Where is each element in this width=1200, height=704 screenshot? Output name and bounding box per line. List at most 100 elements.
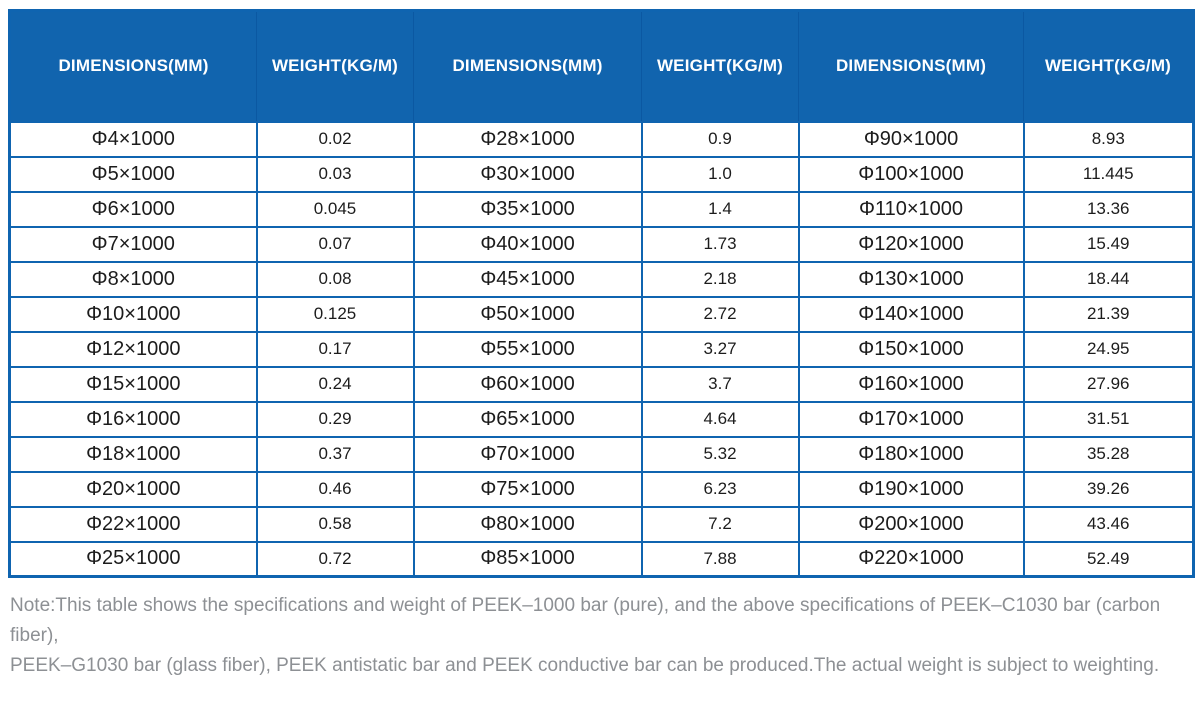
weight-cell: 24.95 bbox=[1022, 330, 1195, 368]
dimension-cell: Φ55×1000 bbox=[412, 330, 643, 368]
dimension-cell: Φ190×1000 bbox=[797, 470, 1025, 508]
weight-cell: 0.9 bbox=[640, 120, 800, 158]
weight-cell: 52.49 bbox=[1022, 540, 1195, 578]
table-row: Φ18×1000 0.37 Φ70×1000 5.32 Φ180×1000 35.28 bbox=[8, 435, 1195, 473]
dimension-cell: Φ90×1000 bbox=[797, 120, 1025, 158]
dimension-cell: Φ40×1000 bbox=[412, 225, 643, 263]
dimension-cell: Φ200×1000 bbox=[797, 505, 1025, 543]
weight-cell: 0.02 bbox=[255, 120, 415, 158]
weight-cell: 0.03 bbox=[255, 155, 415, 193]
dimension-cell: Φ100×1000 bbox=[797, 155, 1025, 193]
dimension-cell: Φ16×1000 bbox=[8, 400, 258, 438]
dimension-cell: Φ4×1000 bbox=[8, 120, 258, 158]
dimension-cell: Φ10×1000 bbox=[8, 295, 258, 333]
col-header-dimensions: DIMENSIONS(MM) bbox=[798, 10, 1024, 123]
col-header-weight: WEIGHT(KG/M) bbox=[256, 10, 414, 123]
col-header-dimensions: DIMENSIONS(MM) bbox=[9, 10, 257, 123]
weight-cell: 31.51 bbox=[1022, 400, 1195, 438]
dimension-cell: Φ220×1000 bbox=[797, 540, 1025, 578]
weight-cell: 0.37 bbox=[255, 435, 415, 473]
dimension-cell: Φ80×1000 bbox=[412, 505, 643, 543]
dimension-cell: Φ160×1000 bbox=[797, 365, 1025, 403]
weight-cell: 4.64 bbox=[640, 400, 800, 438]
table-row: Φ20×1000 0.46 Φ75×1000 6.23 Φ190×1000 39.26 bbox=[8, 470, 1195, 508]
dimension-cell: Φ130×1000 bbox=[797, 260, 1025, 298]
weight-cell: 18.44 bbox=[1022, 260, 1195, 298]
dimension-cell: Φ20×1000 bbox=[8, 470, 258, 508]
dimension-cell: Φ120×1000 bbox=[797, 225, 1025, 263]
dimension-cell: Φ35×1000 bbox=[412, 190, 643, 228]
weight-cell: 2.18 bbox=[640, 260, 800, 298]
weight-cell: 0.07 bbox=[255, 225, 415, 263]
table-row: Φ4×1000 0.02 Φ28×1000 0.9 Φ90×1000 8.93 bbox=[8, 120, 1195, 158]
dimension-cell: Φ15×1000 bbox=[8, 365, 258, 403]
weight-cell: 39.26 bbox=[1022, 470, 1195, 508]
dimension-cell: Φ110×1000 bbox=[797, 190, 1025, 228]
table-row: Φ6×1000 0.045 Φ35×1000 1.4 Φ110×1000 13.36 bbox=[8, 190, 1195, 228]
dimension-cell: Φ65×1000 bbox=[412, 400, 643, 438]
table-row: Φ22×1000 0.58 Φ80×1000 7.2 Φ200×1000 43.46 bbox=[8, 505, 1195, 543]
weight-cell: 0.125 bbox=[255, 295, 415, 333]
col-header-dimensions: DIMENSIONS(MM) bbox=[413, 10, 642, 123]
weight-cell: 0.72 bbox=[255, 540, 415, 578]
note: Note:This table shows the specifications… bbox=[10, 591, 1190, 681]
dimension-cell: Φ70×1000 bbox=[412, 435, 643, 473]
dimension-cell: Φ5×1000 bbox=[8, 155, 258, 193]
dimension-cell: Φ75×1000 bbox=[412, 470, 643, 508]
dimension-cell: Φ7×1000 bbox=[8, 225, 258, 263]
dimension-cell: Φ28×1000 bbox=[412, 120, 643, 158]
col-header-weight: WEIGHT(KG/M) bbox=[641, 10, 799, 123]
weight-cell: 0.58 bbox=[255, 505, 415, 543]
weight-cell: 1.4 bbox=[640, 190, 800, 228]
weight-cell: 1.0 bbox=[640, 155, 800, 193]
weight-cell: 21.39 bbox=[1022, 295, 1195, 333]
weight-cell: 35.28 bbox=[1022, 435, 1195, 473]
weight-cell: 0.24 bbox=[255, 365, 415, 403]
col-header-weight: WEIGHT(KG/M) bbox=[1023, 10, 1194, 123]
table-row: Φ7×1000 0.07 Φ40×1000 1.73 Φ120×1000 15.49 bbox=[8, 225, 1195, 263]
dimension-cell: Φ60×1000 bbox=[412, 365, 643, 403]
weight-cell: 3.27 bbox=[640, 330, 800, 368]
table-row: Φ25×1000 0.72 Φ85×1000 7.88 Φ220×1000 52.49 bbox=[8, 540, 1195, 578]
table-row: Φ8×1000 0.08 Φ45×1000 2.18 Φ130×1000 18.44 bbox=[8, 260, 1195, 298]
dimension-cell: Φ170×1000 bbox=[797, 400, 1025, 438]
weight-cell: 11.445 bbox=[1022, 155, 1195, 193]
weight-cell: 7.2 bbox=[640, 505, 800, 543]
dimension-cell: Φ8×1000 bbox=[8, 260, 258, 298]
header-row: DIMENSIONS(MM) WEIGHT(KG/M) DIMENSIONS(MM)… bbox=[9, 10, 1194, 123]
weight-cell: 5.32 bbox=[640, 435, 800, 473]
weight-cell: 0.29 bbox=[255, 400, 415, 438]
table-row: Φ16×1000 0.29 Φ65×1000 4.64 Φ170×1000 31.51 bbox=[8, 400, 1195, 438]
weight-cell: 27.96 bbox=[1022, 365, 1195, 403]
weight-cell: 3.7 bbox=[640, 365, 800, 403]
table-body: Φ4×1000 0.02 Φ28×1000 0.9 Φ90×1000 8.93 Φ5×100… bbox=[8, 120, 1195, 578]
dimension-cell: Φ45×1000 bbox=[412, 260, 643, 298]
dimension-cell: Φ12×1000 bbox=[8, 330, 258, 368]
weight-cell: 8.93 bbox=[1022, 120, 1195, 158]
dimension-cell: Φ150×1000 bbox=[797, 330, 1025, 368]
note-line-1: Note:This table shows the specifications… bbox=[10, 595, 1161, 646]
spec-table: DIMENSIONS(MM) WEIGHT(KG/M) DIMENSIONS(MM)… bbox=[8, 9, 1195, 578]
table-row: Φ10×1000 0.125 Φ50×1000 2.72 Φ140×1000 21.39 bbox=[8, 295, 1195, 333]
weight-cell: 13.36 bbox=[1022, 190, 1195, 228]
dimension-cell: Φ25×1000 bbox=[8, 540, 258, 578]
weight-cell: 43.46 bbox=[1022, 505, 1195, 543]
weight-cell: 6.23 bbox=[640, 470, 800, 508]
dimension-cell: Φ30×1000 bbox=[412, 155, 643, 193]
weight-cell: 0.08 bbox=[255, 260, 415, 298]
weight-cell: 0.17 bbox=[255, 330, 415, 368]
table-row: Φ15×1000 0.24 Φ60×1000 3.7 Φ160×1000 27.96 bbox=[8, 365, 1195, 403]
dimension-cell: Φ180×1000 bbox=[797, 435, 1025, 473]
weight-cell: 0.045 bbox=[255, 190, 415, 228]
weight-cell: 2.72 bbox=[640, 295, 800, 333]
weight-cell: 0.46 bbox=[255, 470, 415, 508]
table-row: Φ5×1000 0.03 Φ30×1000 1.0 Φ100×1000 11.445 bbox=[8, 155, 1195, 193]
weight-cell: 7.88 bbox=[640, 540, 800, 578]
dimension-cell: Φ22×1000 bbox=[8, 505, 258, 543]
note-line-2: PEEK–G1030 bar (glass fiber), PEEK antis… bbox=[10, 655, 1160, 676]
dimension-cell: Φ85×1000 bbox=[412, 540, 643, 578]
table-row: Φ12×1000 0.17 Φ55×1000 3.27 Φ150×1000 24.95 bbox=[8, 330, 1195, 368]
dimension-cell: Φ50×1000 bbox=[412, 295, 643, 333]
dimension-cell: Φ6×1000 bbox=[8, 190, 258, 228]
